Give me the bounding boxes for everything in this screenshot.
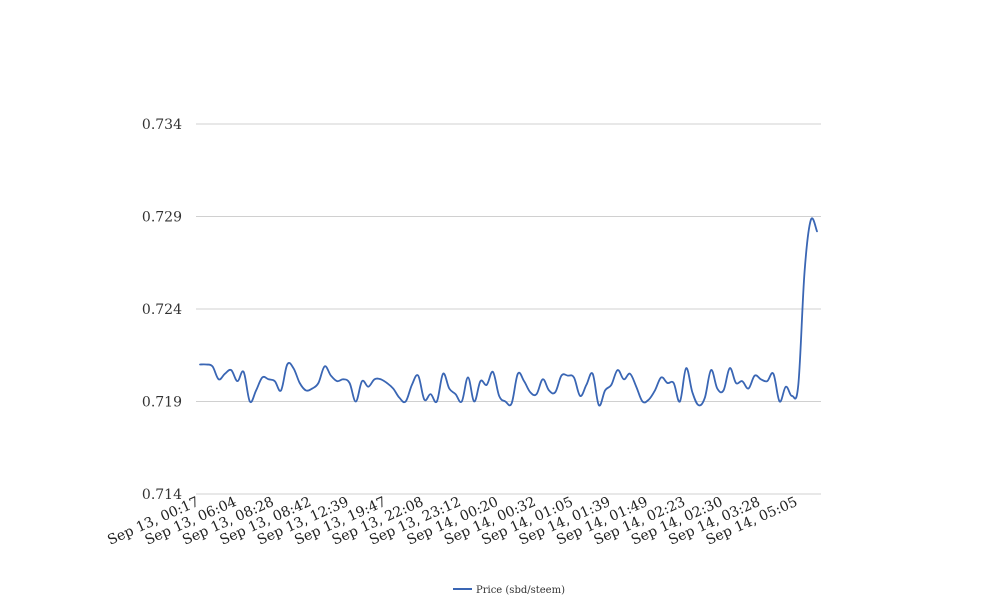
- price-series-line: [199, 217, 818, 407]
- y-tick-label: 0.734: [142, 117, 182, 133]
- y-tick-label: 0.729: [142, 210, 182, 226]
- legend[interactable]: Price (sbd/steem): [453, 585, 565, 596]
- gridlines: [196, 123, 821, 495]
- y-tick-label: 0.724: [142, 302, 182, 318]
- legend-label: Price (sbd/steem): [476, 585, 565, 596]
- y-tick-label: 0.719: [142, 395, 182, 411]
- y-tick-label: 0.714: [142, 487, 182, 503]
- y-axis-ticks: 0.714 0.719 0.724 0.729 0.734: [142, 117, 182, 503]
- series-layer: [199, 217, 818, 407]
